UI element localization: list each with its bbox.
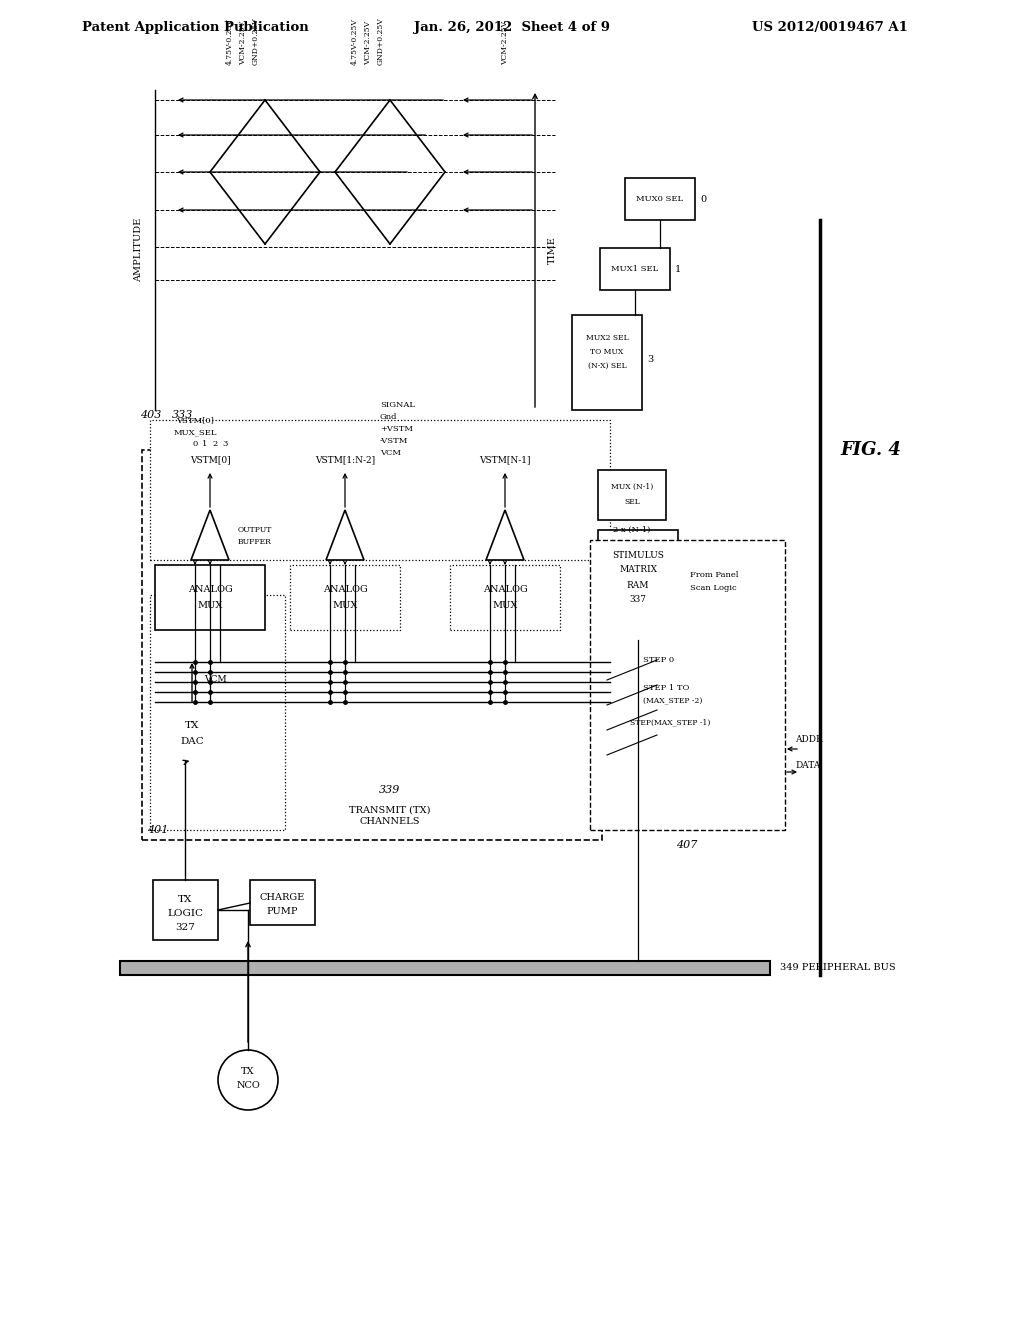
Text: VCM-2.25V: VCM-2.25V (239, 21, 247, 65)
Text: VSTM[0]: VSTM[0] (189, 455, 230, 465)
Text: 403: 403 (140, 411, 162, 420)
Text: (N-X) SEL: (N-X) SEL (588, 362, 627, 370)
Bar (600, 248, 670, 290)
Text: VSTM[1:N-2]: VSTM[1:N-2] (315, 455, 375, 465)
Text: VCM: VCM (204, 676, 226, 685)
Text: 2 x (N-1): 2 x (N-1) (613, 525, 650, 535)
Text: MUX_SEL: MUX_SEL (173, 428, 217, 436)
Polygon shape (191, 510, 229, 560)
Text: AMPLITUDE: AMPLITUDE (134, 218, 143, 282)
Bar (155, 565, 265, 630)
Text: BUFFER: BUFFER (238, 539, 272, 546)
Text: 1: 1 (675, 264, 681, 273)
Bar (625, 178, 695, 220)
Text: FIG. 4: FIG. 4 (840, 441, 901, 459)
Bar (590, 540, 785, 830)
Text: 4.75V-0.25V: 4.75V-0.25V (351, 18, 359, 65)
Text: TX: TX (184, 721, 200, 730)
Text: ANALOG: ANALOG (482, 586, 527, 594)
Bar (150, 420, 610, 560)
Text: 3: 3 (222, 440, 227, 447)
Text: CHARGE: CHARGE (259, 892, 304, 902)
Text: MUX: MUX (493, 602, 518, 610)
Bar (153, 880, 218, 940)
Text: MUX1 SEL: MUX1 SEL (611, 265, 658, 273)
Text: -VSTM: -VSTM (380, 437, 409, 445)
Text: OUTPUT: OUTPUT (238, 525, 272, 535)
Bar (142, 450, 602, 840)
Text: +VSTM: +VSTM (380, 425, 413, 433)
Text: SIGNAL: SIGNAL (380, 401, 415, 409)
Text: LOGIC: LOGIC (167, 909, 203, 919)
Polygon shape (326, 510, 364, 560)
Text: MATRIX: MATRIX (618, 565, 657, 574)
Bar (290, 565, 400, 630)
Text: ANALOG: ANALOG (323, 586, 368, 594)
Bar (598, 531, 678, 640)
Text: DATA: DATA (795, 760, 820, 770)
Text: 339: 339 (379, 785, 400, 795)
Text: TX: TX (178, 895, 193, 904)
Polygon shape (486, 510, 524, 560)
Text: VSTM[N-1]: VSTM[N-1] (479, 455, 530, 465)
Text: 4.75V-0.25V: 4.75V-0.25V (226, 18, 234, 65)
Text: RAM: RAM (627, 581, 649, 590)
Bar (598, 470, 666, 520)
Text: (MAX_STEP -2): (MAX_STEP -2) (643, 697, 702, 705)
Bar (250, 880, 315, 925)
Text: 337: 337 (630, 595, 646, 605)
Bar (162, 705, 222, 760)
Text: 407: 407 (676, 840, 697, 850)
Text: MUX (N-1): MUX (N-1) (611, 483, 653, 491)
Text: 333: 333 (172, 411, 194, 420)
Text: GND+0.25V: GND+0.25V (377, 17, 385, 65)
Text: SEL: SEL (624, 498, 640, 506)
Text: Patent Application Publication: Patent Application Publication (82, 21, 308, 33)
Text: TIME: TIME (548, 236, 557, 264)
Text: 327: 327 (175, 924, 195, 932)
Text: Gnd: Gnd (380, 413, 397, 421)
Text: MUX: MUX (333, 602, 357, 610)
Bar (572, 315, 642, 411)
Text: 401: 401 (147, 825, 168, 836)
Text: MUX: MUX (198, 602, 222, 610)
Text: STEP(MAX_STEP -1): STEP(MAX_STEP -1) (630, 718, 711, 726)
Text: Jan. 26, 2012  Sheet 4 of 9: Jan. 26, 2012 Sheet 4 of 9 (414, 21, 610, 33)
Text: PUMP: PUMP (266, 907, 298, 916)
Text: TX: TX (242, 1068, 255, 1077)
Text: ANALOG: ANALOG (187, 586, 232, 594)
Text: From Panel: From Panel (690, 572, 738, 579)
Text: US 2012/0019467 A1: US 2012/0019467 A1 (752, 21, 908, 33)
Text: 3: 3 (647, 355, 653, 364)
Text: DAC: DAC (180, 738, 204, 747)
Bar (150, 595, 285, 830)
Text: 0: 0 (700, 194, 707, 203)
Text: 349 PERIPHERAL BUS: 349 PERIPHERAL BUS (780, 964, 896, 973)
Text: VSTM[0]: VSTM[0] (176, 416, 214, 424)
Text: STEP 1 TO: STEP 1 TO (643, 684, 689, 692)
Text: TRANSMIT (TX): TRANSMIT (TX) (349, 805, 431, 814)
Text: STIMULUS: STIMULUS (612, 550, 664, 560)
Text: VCM-2.25V: VCM-2.25V (501, 21, 509, 65)
Text: TO MUX: TO MUX (591, 348, 624, 356)
Bar (450, 565, 560, 630)
Text: 2: 2 (212, 440, 218, 447)
Text: ADDR: ADDR (795, 735, 822, 744)
Text: VCM-2.25V: VCM-2.25V (364, 21, 372, 65)
Text: CHANNELS: CHANNELS (359, 817, 420, 826)
Text: MUX2 SEL: MUX2 SEL (586, 334, 629, 342)
Text: Scan Logic: Scan Logic (690, 583, 736, 591)
Text: MUX0 SEL: MUX0 SEL (637, 195, 684, 203)
Text: 1: 1 (203, 440, 208, 447)
Text: 0: 0 (193, 440, 198, 447)
Text: GND+0.25V: GND+0.25V (252, 17, 260, 65)
Text: NCO: NCO (237, 1081, 260, 1090)
Text: VCM: VCM (380, 449, 401, 457)
Text: STEP 0: STEP 0 (643, 656, 674, 664)
Bar (120, 961, 770, 975)
